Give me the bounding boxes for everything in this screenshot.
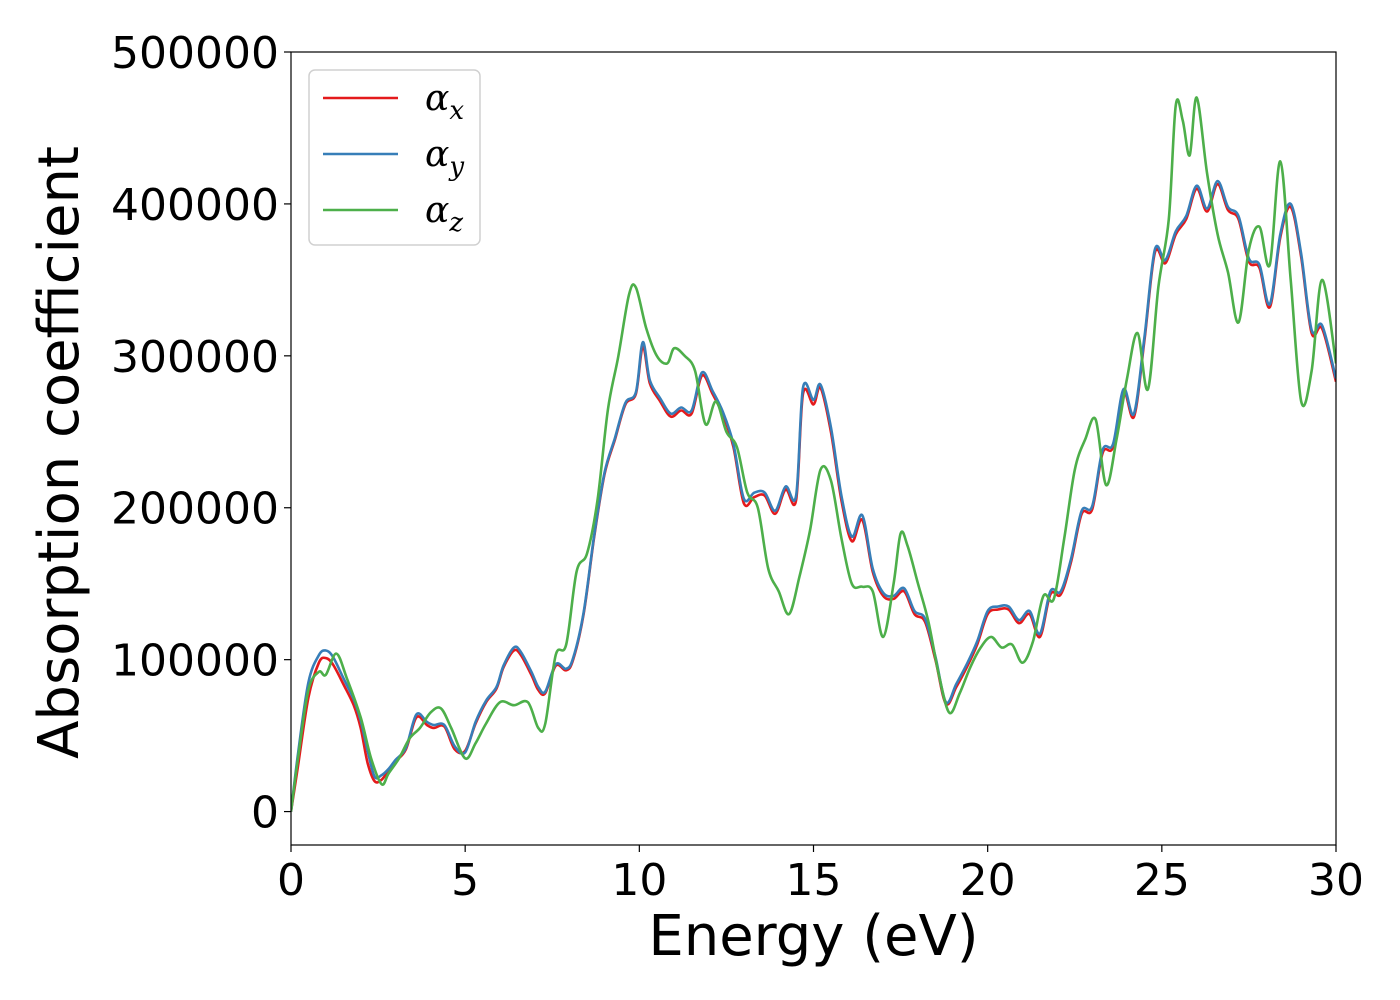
- y-axis-label: Absorption coefficient: [27, 146, 92, 759]
- y-axis-ticks: 0 100000 200000 300000 400000 500000: [111, 28, 291, 839]
- x-tick-label: 20: [960, 855, 1016, 906]
- y-tick-label: 0: [251, 788, 279, 839]
- legend-box: [308, 69, 481, 246]
- x-tick-label: 15: [786, 855, 842, 906]
- y-tick-label: 400000: [111, 180, 279, 231]
- series-lines: [291, 96, 1336, 812]
- x-tick-label: 10: [611, 855, 667, 906]
- y-tick-label: 100000: [111, 636, 279, 687]
- y-tick-label: 200000: [111, 484, 279, 535]
- series-line-alpha-y: [291, 179, 1336, 812]
- legend: αx αy αz: [308, 69, 481, 246]
- series-line-alpha-z: [291, 96, 1336, 812]
- x-tick-label: 0: [277, 855, 305, 906]
- x-axis-label: Energy (eV): [648, 904, 978, 969]
- x-axis-ticks: 0 5 10 15 20 25 30: [277, 845, 1364, 906]
- x-tick-label: 25: [1134, 855, 1190, 906]
- legend-label-alpha-z: αz: [425, 190, 463, 238]
- legend-label-alpha-y: αy: [425, 134, 464, 182]
- x-tick-label: 5: [451, 855, 479, 906]
- x-tick-label: 30: [1308, 855, 1364, 906]
- y-tick-label: 300000: [111, 332, 279, 383]
- y-tick-label: 500000: [111, 28, 279, 79]
- legend-label-alpha-x: αx: [425, 78, 464, 126]
